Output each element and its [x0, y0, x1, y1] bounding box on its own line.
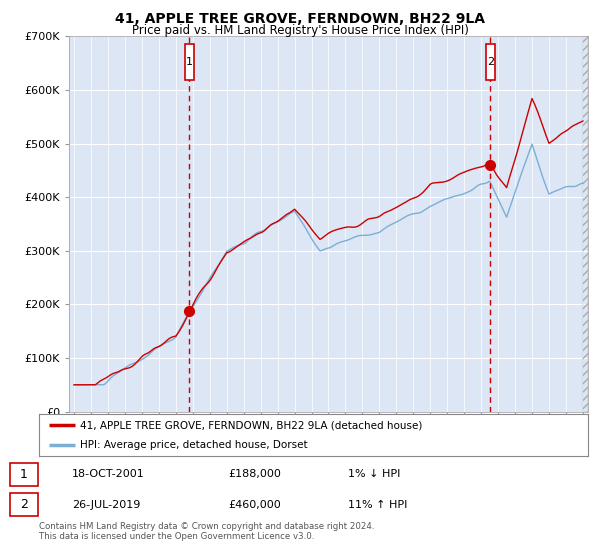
Text: £188,000: £188,000 — [228, 469, 281, 479]
Text: 11% ↑ HPI: 11% ↑ HPI — [348, 500, 407, 510]
Text: 2: 2 — [487, 57, 494, 67]
Text: 1: 1 — [186, 57, 193, 67]
Text: 1: 1 — [20, 468, 28, 481]
Bar — [10, 493, 38, 516]
Text: 18-OCT-2001: 18-OCT-2001 — [72, 469, 145, 479]
Text: Price paid vs. HM Land Registry's House Price Index (HPI): Price paid vs. HM Land Registry's House … — [131, 24, 469, 37]
Text: 1% ↓ HPI: 1% ↓ HPI — [348, 469, 400, 479]
Text: HPI: Average price, detached house, Dorset: HPI: Average price, detached house, Dors… — [80, 441, 308, 450]
Text: £460,000: £460,000 — [228, 500, 281, 510]
Text: 41, APPLE TREE GROVE, FERNDOWN, BH22 9LA (detached house): 41, APPLE TREE GROVE, FERNDOWN, BH22 9LA… — [80, 421, 422, 430]
Text: 26-JUL-2019: 26-JUL-2019 — [72, 500, 140, 510]
Bar — [10, 463, 38, 486]
Text: 2: 2 — [20, 498, 28, 511]
Bar — [185, 44, 194, 80]
Text: 41, APPLE TREE GROVE, FERNDOWN, BH22 9LA: 41, APPLE TREE GROVE, FERNDOWN, BH22 9LA — [115, 12, 485, 26]
Bar — [486, 44, 495, 80]
Text: Contains HM Land Registry data © Crown copyright and database right 2024.
This d: Contains HM Land Registry data © Crown c… — [39, 522, 374, 542]
